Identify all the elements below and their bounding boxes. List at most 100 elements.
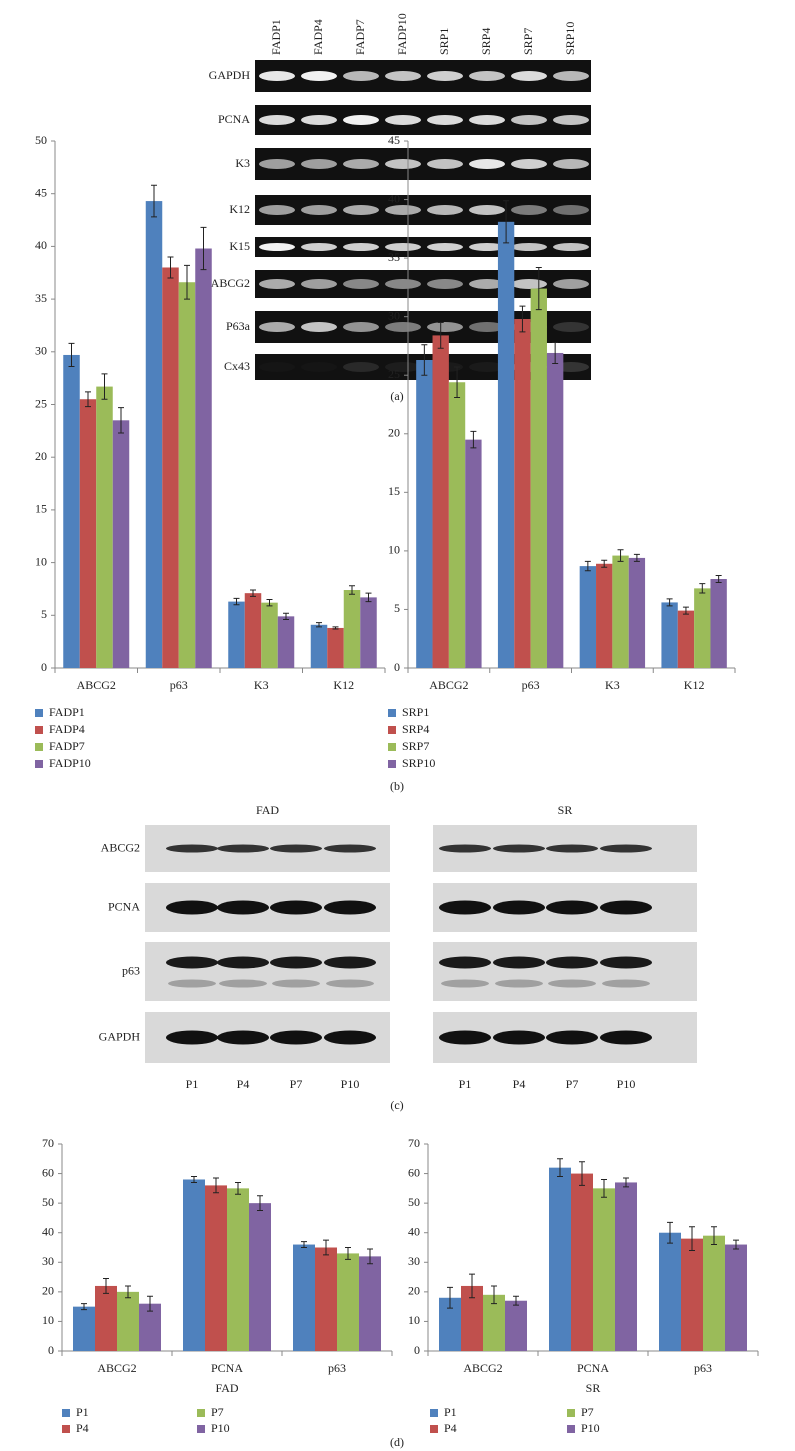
legend-swatch xyxy=(430,1425,438,1433)
error-bar xyxy=(699,583,706,594)
gel-band xyxy=(427,71,463,81)
gel-band xyxy=(259,243,295,251)
blot-band xyxy=(546,956,598,969)
gel-band xyxy=(469,159,505,169)
legend-label: P1 xyxy=(444,1405,457,1419)
gel-band xyxy=(301,205,337,215)
gel-band xyxy=(469,71,505,81)
gel-band xyxy=(301,322,337,332)
error-bar xyxy=(345,1247,351,1260)
y-tick-label: 10 xyxy=(388,543,400,557)
y-tick-label: 70 xyxy=(42,1136,54,1150)
gel-band xyxy=(301,71,337,81)
bar xyxy=(694,588,711,668)
panel-caption: (c) xyxy=(390,1098,403,1112)
blot-band xyxy=(439,1030,491,1045)
y-tick-label: 20 xyxy=(408,1284,420,1298)
bar xyxy=(461,1285,483,1351)
x-axis-label: FAD xyxy=(215,1381,238,1395)
x-tick-label: p63 xyxy=(694,1361,712,1375)
gel-band xyxy=(553,279,589,289)
y-tick-label: 30 xyxy=(388,308,400,322)
blot-band xyxy=(600,900,652,915)
error-bar xyxy=(552,341,559,365)
blot-band xyxy=(219,979,267,988)
bar xyxy=(183,1179,205,1351)
lane-label: P1 xyxy=(186,1077,199,1091)
bar xyxy=(63,354,80,668)
gel-row-label: K3 xyxy=(235,156,250,170)
blot-band xyxy=(548,979,596,988)
gel-row-label: P63a xyxy=(226,319,251,333)
bar xyxy=(497,221,515,668)
legend-swatch xyxy=(388,743,396,751)
error-bar xyxy=(584,560,591,572)
y-tick-label: 0 xyxy=(41,660,47,674)
gel-row-label: ABCG2 xyxy=(211,276,250,290)
legend-swatch xyxy=(388,760,396,768)
blot-band xyxy=(324,900,376,915)
x-tick-label: K12 xyxy=(333,678,354,692)
error-bar xyxy=(454,366,461,398)
error-bar xyxy=(147,1295,153,1312)
gel-band xyxy=(553,322,589,332)
bar xyxy=(310,624,328,668)
legend-label: SRP10 xyxy=(402,756,435,770)
gel-band xyxy=(259,362,295,372)
gel-band xyxy=(259,322,295,332)
y-tick-label: 30 xyxy=(408,1254,420,1268)
gel-band xyxy=(553,159,589,169)
error-bar xyxy=(233,597,240,606)
error-bar xyxy=(503,200,510,244)
y-tick-label: 10 xyxy=(35,554,47,568)
lane-label: SRP1 xyxy=(437,28,451,55)
blot-band xyxy=(217,844,269,853)
error-bar xyxy=(323,1239,329,1256)
bar xyxy=(337,1253,359,1351)
legend-swatch xyxy=(430,1409,438,1417)
x-tick-label: p63 xyxy=(170,678,188,692)
blot-band xyxy=(324,844,376,853)
y-tick-label: 15 xyxy=(388,484,400,498)
y-tick-label: 60 xyxy=(42,1165,54,1179)
error-bar xyxy=(81,1303,87,1311)
error-bar xyxy=(733,1239,739,1250)
bar xyxy=(703,1235,725,1351)
gel-band xyxy=(301,115,337,125)
blot-band xyxy=(602,979,650,988)
gel-band xyxy=(385,205,421,215)
gel-band xyxy=(511,205,547,215)
blot-band xyxy=(166,900,218,915)
bar xyxy=(277,616,295,668)
blot-band xyxy=(600,844,652,853)
legend-label: P7 xyxy=(581,1405,594,1419)
blot-row-label: PCNA xyxy=(108,899,140,913)
lane-label: P7 xyxy=(566,1077,579,1091)
gel-band xyxy=(343,362,379,372)
gel-band xyxy=(553,115,589,125)
gel-band xyxy=(343,205,379,215)
lane-label: SRP10 xyxy=(563,22,577,55)
blot-band xyxy=(439,900,491,915)
blot-band xyxy=(495,979,543,988)
blot-band xyxy=(324,1030,376,1045)
y-tick-label: 50 xyxy=(35,133,47,147)
x-axis-label: SR xyxy=(586,1381,601,1395)
legend-label: P4 xyxy=(76,1421,89,1435)
blot-band xyxy=(168,979,216,988)
y-tick-label: 10 xyxy=(408,1313,420,1327)
bar xyxy=(244,593,262,668)
bar xyxy=(677,610,695,668)
bar xyxy=(615,1182,637,1351)
error-bar xyxy=(689,1226,695,1251)
error-bar xyxy=(447,1286,453,1309)
gel-band xyxy=(259,115,295,125)
bar xyxy=(483,1294,505,1351)
error-bar xyxy=(103,1278,109,1294)
blot-band xyxy=(493,844,545,853)
legend-swatch xyxy=(567,1425,575,1433)
bar xyxy=(710,578,727,668)
gel-band xyxy=(301,243,337,251)
y-tick-label: 70 xyxy=(408,1136,420,1150)
error-bar xyxy=(151,184,157,218)
